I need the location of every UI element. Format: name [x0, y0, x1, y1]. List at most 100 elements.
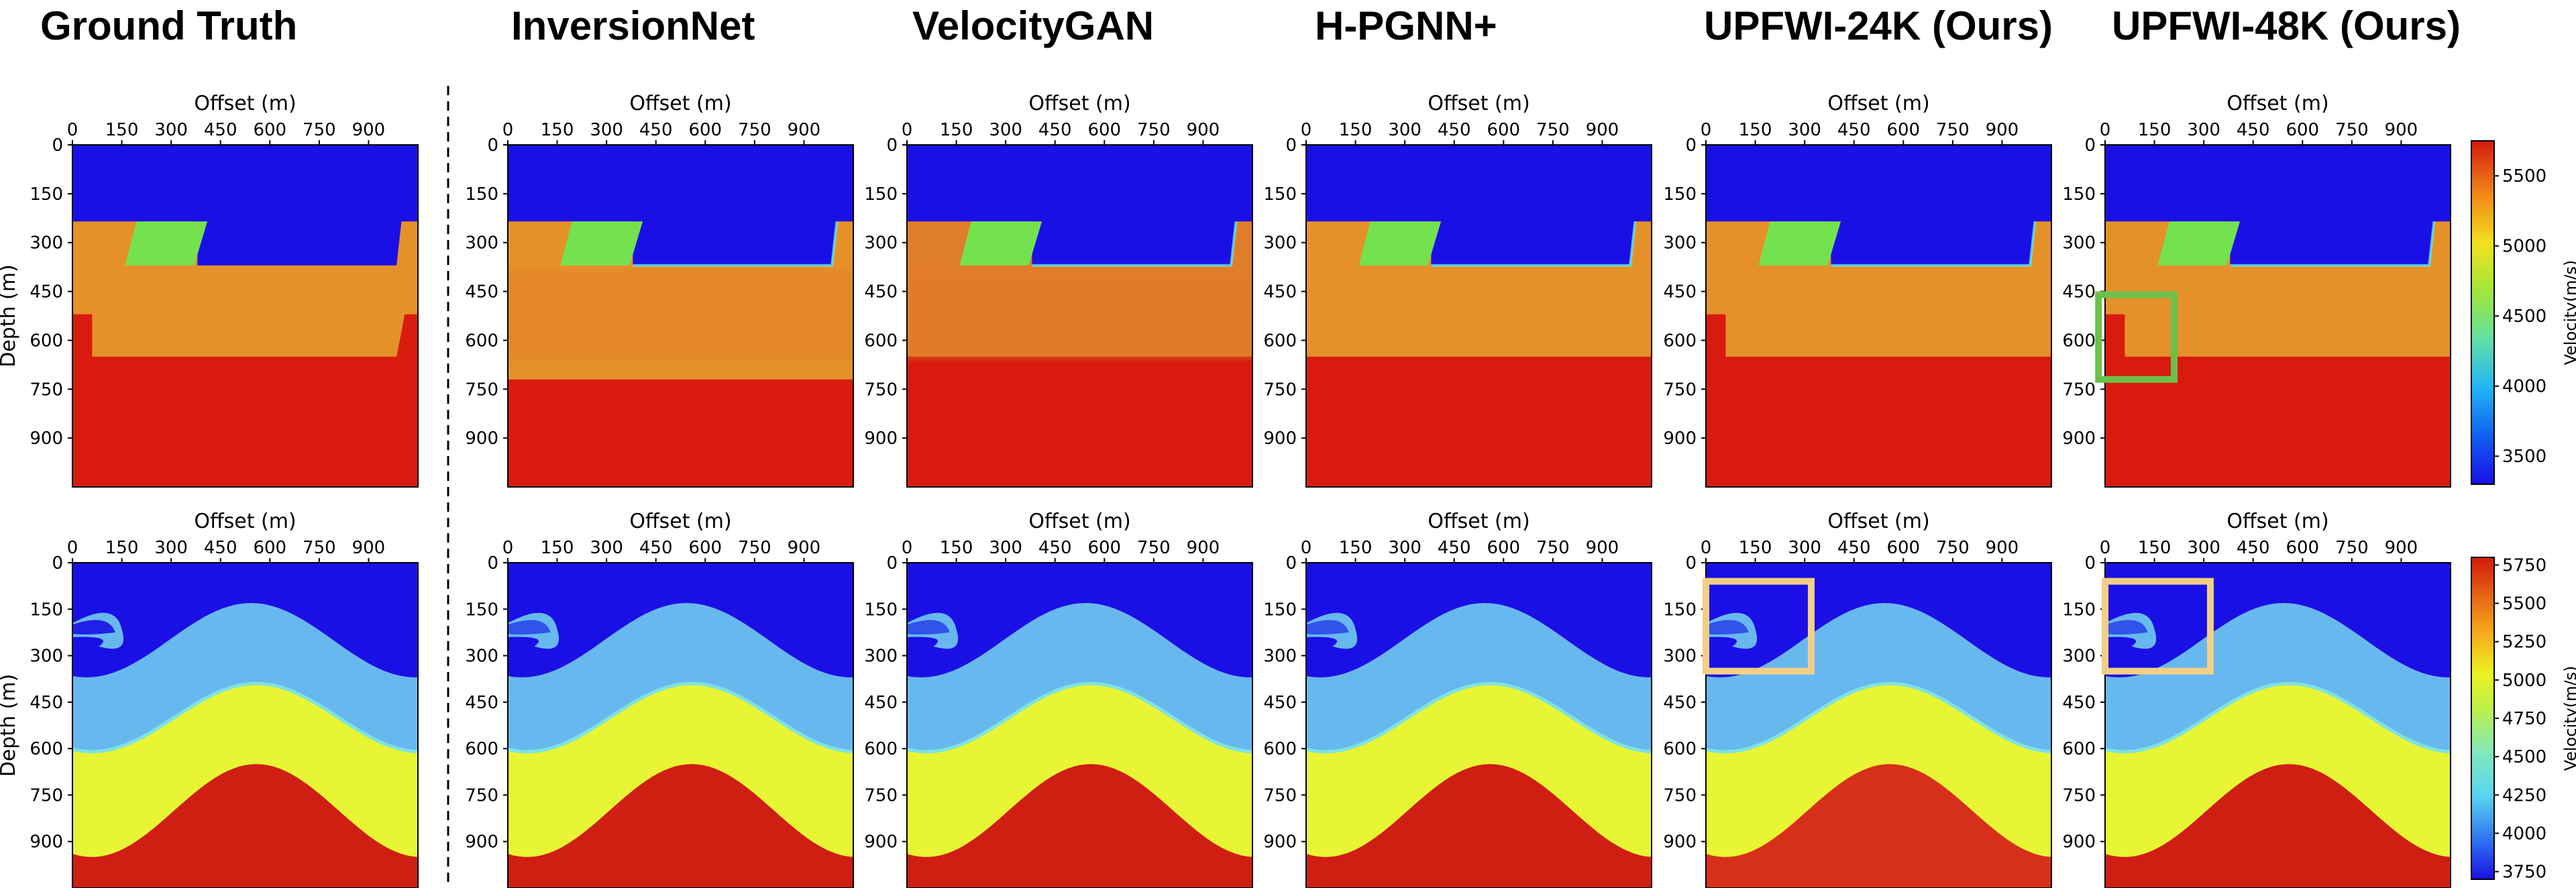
x-axis-label: Offset (m) — [1428, 92, 1529, 115]
x-tick-label: 900 — [352, 538, 386, 558]
y-tick-label: 900 — [465, 832, 498, 852]
y-tick-label: 750 — [1663, 380, 1697, 400]
x-tick-label: 600 — [1886, 538, 1920, 558]
y-tick-label: 750 — [465, 785, 498, 806]
edge-cyan — [72, 681, 418, 754]
x-tick-label: 750 — [1936, 120, 1970, 140]
y-tick-label: 0 — [886, 135, 898, 156]
fold-blue — [1306, 620, 1349, 635]
axes-frame — [72, 562, 419, 888]
colorbar-gradient — [2471, 557, 2495, 880]
x-tick-label: 300 — [154, 120, 188, 140]
edge-cyan — [1706, 681, 2051, 754]
x-tick-label: 600 — [1087, 538, 1121, 558]
x-axis-label: Offset (m) — [194, 510, 296, 533]
x-tick-label: 0 — [1301, 120, 1312, 140]
edge-cyan — [907, 681, 1252, 754]
y-tick-label: 0 — [1685, 553, 1697, 573]
heatmap-image — [1306, 563, 1652, 888]
y-tick-label: 0 — [52, 135, 63, 156]
y-tick-label: 600 — [30, 739, 63, 759]
y-tick-label: 0 — [1285, 135, 1297, 156]
x-tick-label: 300 — [1388, 120, 1421, 140]
y-tick-label: 900 — [1663, 429, 1697, 449]
y-tick-label: 300 — [465, 647, 498, 667]
colorbar-tick-label: 5500 — [2502, 166, 2546, 186]
edge-line — [1431, 221, 1637, 267]
axes-frame — [906, 144, 1253, 488]
axes-frame — [507, 562, 854, 888]
x-tick-label: 900 — [1586, 120, 1619, 140]
y-tick-label: 300 — [2062, 647, 2096, 667]
y-tick-label: 600 — [2062, 331, 2096, 351]
y-tick-label: 450 — [465, 282, 498, 302]
x-tick-label: 150 — [541, 120, 574, 140]
x-tick-label: 0 — [502, 120, 514, 140]
heatmap-image — [508, 145, 853, 487]
y-tick-label: 600 — [2062, 739, 2096, 759]
y-tick-label: 600 — [864, 739, 898, 759]
y-tick-label: 450 — [2062, 693, 2096, 713]
x-axis-label: Offset (m) — [194, 92, 296, 115]
x-tick-label: 750 — [1536, 538, 1570, 558]
y-tick-label: 450 — [1663, 282, 1697, 302]
y-tick-label: 0 — [2084, 553, 2096, 573]
edge-cyan — [2105, 681, 2451, 754]
x-tick-label: 750 — [2335, 538, 2369, 558]
x-tick-label: 750 — [738, 538, 771, 558]
panel-top-3: 0 150 300 450 600 750 900 0 150 300 450 600 750 900 Of… — [1263, 92, 1652, 488]
highlight-box — [2095, 291, 2178, 383]
x-tick-label: 300 — [2187, 120, 2220, 140]
y-tick-label: 150 — [864, 600, 898, 620]
fold-blue — [72, 620, 115, 635]
x-tick-label: 150 — [1739, 120, 1772, 140]
layer-green-block — [1358, 221, 1442, 266]
x-tick-label: 300 — [989, 120, 1022, 140]
layer-red-front — [907, 764, 1252, 888]
y-tick-label: 300 — [1663, 233, 1697, 254]
blur-band — [907, 268, 1252, 360]
x-tick-label: 600 — [1886, 120, 1920, 140]
heatmap-image — [72, 145, 418, 487]
x-tick-label: 300 — [1788, 120, 1821, 140]
x-tick-label: 450 — [1438, 538, 1471, 558]
y-tick-label: 900 — [1663, 832, 1697, 852]
y-tick-label: 150 — [30, 600, 63, 620]
colorbar-tick-label: 5250 — [2502, 632, 2546, 653]
layer-blue — [72, 145, 418, 266]
panel-bottom-3: 0 150 300 450 600 750 900 0 150 300 450 600 750 900 Of… — [1263, 510, 1652, 888]
axes-frame — [1705, 144, 2052, 488]
y-tick-label: 750 — [1263, 785, 1297, 806]
y-tick-label: 750 — [30, 785, 63, 806]
axes-frame — [906, 562, 1253, 888]
x-tick-label: 150 — [1339, 120, 1373, 140]
panel-bottom-4: 0 150 300 450 600 750 900 0 150 300 450 600 750 900 Of… — [1663, 510, 2052, 888]
layer-blue — [1706, 563, 2051, 677]
x-tick-label: 0 — [1301, 538, 1312, 558]
y-tick-label: 750 — [465, 380, 498, 400]
x-tick-label: 900 — [788, 538, 821, 558]
layer-green-block — [2157, 221, 2241, 266]
colorbar-tick-label: 4500 — [2502, 747, 2546, 767]
y-tick-label: 150 — [1663, 184, 1697, 205]
y-tick-label: 750 — [864, 785, 898, 806]
y-tick-label: 600 — [465, 331, 498, 351]
x-tick-label: 600 — [2286, 120, 2319, 140]
y-tick-label: 600 — [1663, 331, 1697, 351]
panel-bottom-2: 0 150 300 450 600 750 900 0 150 300 450 600 750 900 Of… — [864, 510, 1253, 888]
heatmap-image — [72, 563, 418, 888]
heatmap-image — [907, 145, 1252, 487]
y-tick-label: 0 — [487, 553, 498, 573]
x-tick-label: 750 — [1536, 120, 1570, 140]
layer-green-block — [959, 221, 1042, 266]
layer-blue — [508, 145, 853, 266]
axes-frame — [2104, 562, 2451, 888]
x-tick-label: 450 — [639, 120, 673, 140]
y-tick-label: 150 — [465, 600, 498, 620]
edge-cyan — [1306, 681, 1652, 754]
panel-title-upfwi-24k: UPFWI-24K (Ours) — [1703, 3, 2053, 48]
x-tick-label: 0 — [1701, 120, 1712, 140]
y-tick-label: 600 — [864, 331, 898, 351]
x-tick-label: 150 — [2138, 120, 2171, 140]
layer-blue — [72, 563, 418, 677]
